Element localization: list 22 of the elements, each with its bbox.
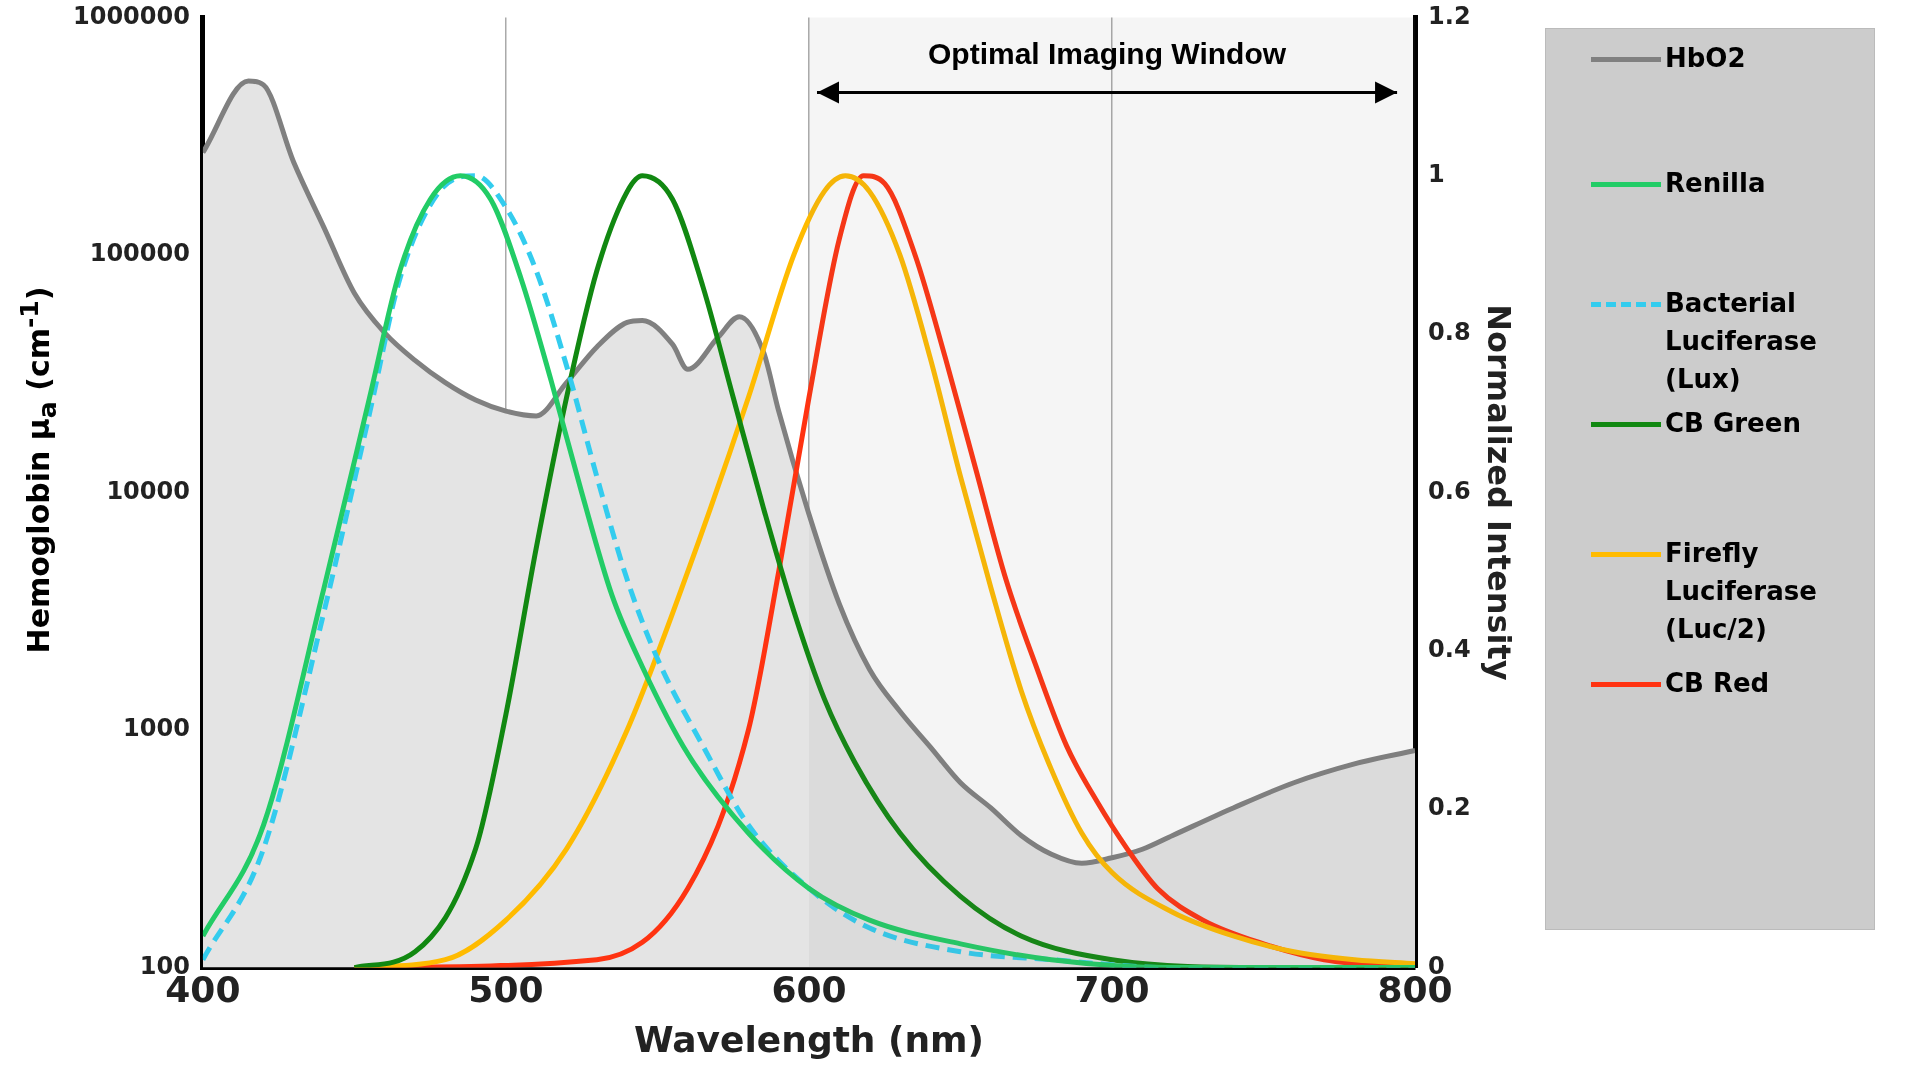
legend-label: HbO2 [1665, 42, 1747, 75]
legend-label: Bacterial Luciferase (Lux) [1665, 287, 1818, 396]
y-tick-label: 1000 [123, 714, 190, 743]
x-tick-label: 500 [468, 968, 544, 1010]
y2-axis-title: Normalized Intensity [1480, 304, 1519, 681]
x-tick-label: 700 [1074, 968, 1150, 1010]
y2-tick-label: 1.2 [1428, 1, 1471, 30]
y-tick-label: 1000000 [72, 1, 190, 30]
y2-tick-label: 1 [1428, 160, 1445, 188]
x-axis-title: Wavelength (nm) [633, 1018, 985, 1060]
legend-label: CB Green [1665, 407, 1802, 440]
y2-tick-label: 0.6 [1428, 476, 1471, 505]
y2-tick-label: 0.8 [1428, 318, 1471, 347]
band-label: Optimal Imaging Window [928, 36, 1287, 70]
y-tick-label: 100000 [89, 239, 190, 268]
legend-label: CB Red [1665, 667, 1771, 700]
y2-tick-label: 0.4 [1428, 635, 1471, 664]
y2-tick-label: 0.2 [1428, 793, 1471, 822]
y-tick-label: 10000 [106, 476, 190, 505]
legend-label: Renilla [1665, 167, 1767, 200]
legend-label: Firefly Luciferase (Luc/2) [1665, 537, 1818, 646]
x-tick-label: 600 [771, 968, 847, 1010]
